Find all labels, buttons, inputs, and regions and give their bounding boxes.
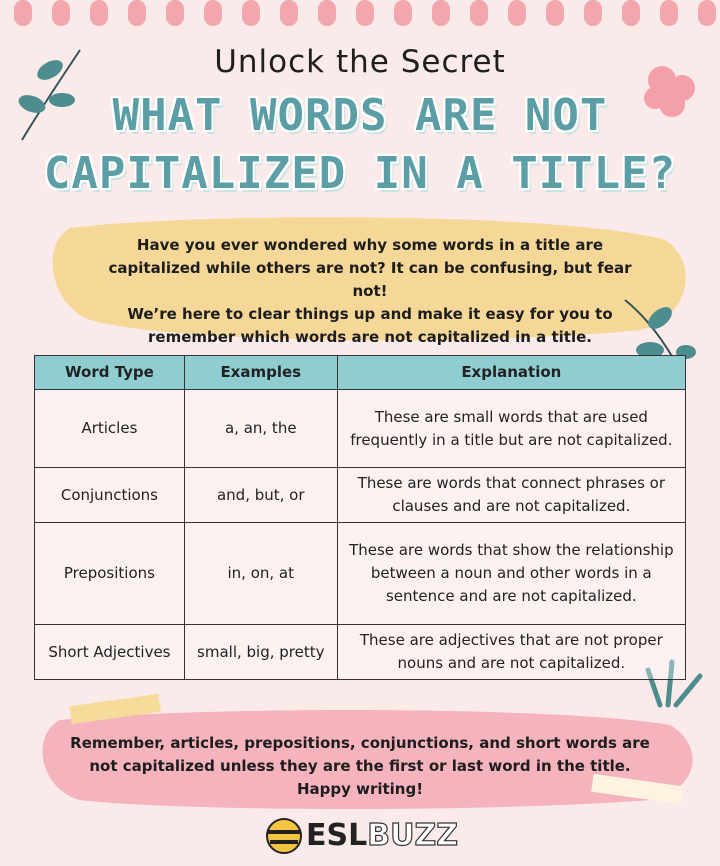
intro-blob xyxy=(52,217,686,341)
text-line: Happy writing! xyxy=(296,780,424,798)
logo-text: BUZZ xyxy=(367,817,459,853)
cell: a, an, the xyxy=(183,389,338,468)
outro-blob xyxy=(42,710,693,809)
leaf-branch-right xyxy=(624,299,696,381)
logo: ESLBUZZ xyxy=(0,817,720,853)
cell: Conjunctions xyxy=(34,467,185,523)
cell: in, on, at xyxy=(183,522,338,625)
text-line: Have you ever wondered why some words in… xyxy=(136,236,604,254)
row: Prepositions in, on, at These are words … xyxy=(34,522,687,625)
cell: Articles xyxy=(34,389,185,468)
text-line: remember which words are not capitalized… xyxy=(148,328,592,346)
text-line: not capitalized unless they are the firs… xyxy=(89,757,631,775)
spiral-tabs xyxy=(14,0,716,26)
table: Word Type Examples Explanation Articles … xyxy=(34,355,687,680)
cell: Short Adjectives xyxy=(34,624,185,680)
cell: small, big, pretty xyxy=(183,624,338,680)
text-line: We’re here to clear things up and make i… xyxy=(127,305,613,323)
flower xyxy=(644,66,695,117)
row: Articles a, an, the These are small word… xyxy=(34,389,687,468)
title-line: CAPITALIZED IN A TITLE? xyxy=(43,148,677,199)
tape xyxy=(69,693,161,725)
cell: These are small words that are used freq… xyxy=(336,389,687,468)
tape xyxy=(591,773,683,805)
subtitle: Unlock the Secret xyxy=(214,44,506,80)
header-cell: Explanation xyxy=(336,355,687,390)
logo-bee xyxy=(266,818,302,854)
text-line: capitalized while others are not? It can… xyxy=(108,259,632,300)
cell: These are words that show the relationsh… xyxy=(336,522,687,625)
row: Conjunctions and, but, or These are word… xyxy=(34,467,687,523)
header-cell: Examples xyxy=(183,355,338,390)
outro-text: Remember, articles, prepositions, conjun… xyxy=(50,732,670,801)
logo-text: ESL xyxy=(306,818,368,853)
text-line: Remember, articles, prepositions, conjun… xyxy=(70,734,650,752)
cell: These are words that connect phrases or … xyxy=(336,467,687,523)
leaf-branch xyxy=(18,49,81,141)
header-row: Word Type Examples Explanation xyxy=(34,355,687,390)
intro-text: Have you ever wondered why some words in… xyxy=(90,234,650,349)
cell: and, but, or xyxy=(183,467,338,523)
cell: These are adjectives that are not proper… xyxy=(336,624,687,680)
row: Short Adjectives small, big, pretty Thes… xyxy=(34,624,687,680)
header-cell: Word Type xyxy=(34,355,185,390)
title-line: WHAT WORDS ARE NOT xyxy=(112,90,608,141)
cell: Prepositions xyxy=(34,522,185,625)
